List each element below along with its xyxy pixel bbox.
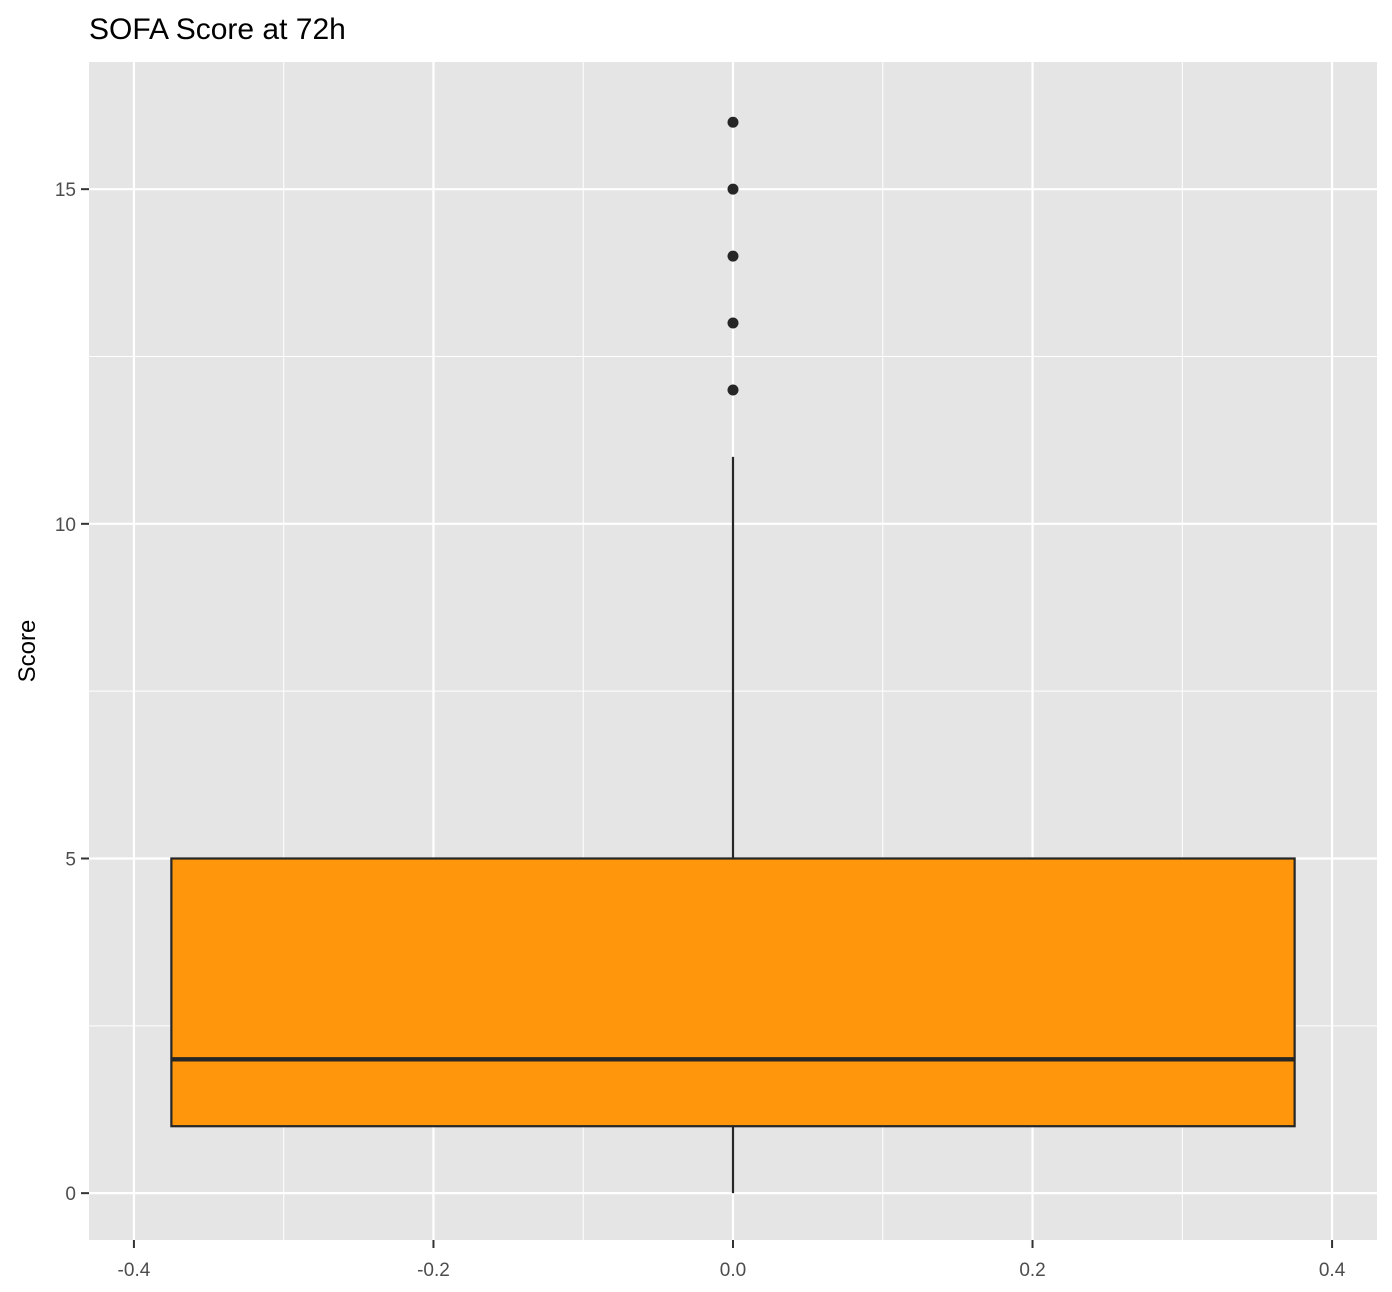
x-tick-label: 0.0: [720, 1260, 746, 1281]
x-tick-label: 0.4: [1319, 1260, 1346, 1281]
outlier-point: [727, 116, 739, 128]
y-axis-title: Score: [14, 620, 41, 683]
box-iqr: [170, 857, 1296, 1128]
x-axis: -0.4 -0.2 0.0 0.2 0.4: [118, 1240, 1346, 1281]
box-plot: [170, 116, 1296, 1194]
x-tick-label: 0.2: [1019, 1260, 1045, 1281]
y-tick-label: 0: [65, 1184, 76, 1205]
outlier-point: [727, 317, 739, 329]
y-tick-label: 5: [65, 849, 76, 870]
y-tick-label: 10: [55, 515, 76, 536]
outlier-point: [727, 384, 739, 396]
outlier-point: [727, 250, 739, 262]
chart-title: SOFA Score at 72h: [89, 13, 346, 46]
outlier-point: [727, 183, 739, 195]
y-tick-label: 15: [55, 180, 76, 201]
y-axis: 0 5 10 15: [55, 180, 89, 1205]
x-tick-label: -0.2: [417, 1260, 450, 1281]
x-tick-label: -0.4: [118, 1260, 151, 1281]
